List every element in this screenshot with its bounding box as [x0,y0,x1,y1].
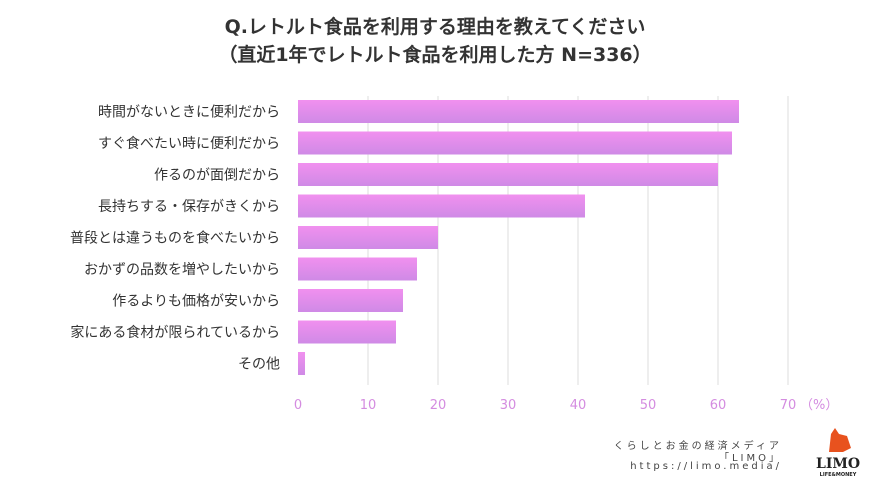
category-label: 作るよりも価格が安いから [112,294,280,310]
fox-icon [829,428,851,452]
category-label: 家にある食材が限られているから [70,324,280,341]
brand-tagline: くらしとお金の経済メディア [613,441,782,452]
category-label: 時間がないときに便利だから [98,105,280,121]
category-label: 普段とは違うものを食べたいから [70,230,280,247]
x-unit-label: （%） [800,398,838,413]
logo-subtext: LIFE&MONEY [819,472,857,478]
chart-title: Q.レトルト食品を利用する理由を教えてください [224,16,646,38]
brand-name: 「LIMO」 [718,453,782,464]
bar [298,352,305,375]
x-tick-label: 30 [500,398,517,413]
bar [298,131,732,155]
bar [298,226,438,249]
chart-subtitle: （直近1年でレトルト食品を利用した方 N=336） [218,44,652,66]
category-label: その他 [238,357,280,373]
logo-text: LIMO [816,456,861,472]
x-tick-label: 60 [710,398,727,413]
bar [298,289,403,312]
bar [298,194,585,218]
x-tick-label: 20 [430,398,447,413]
x-tick-label: 10 [360,398,377,413]
x-tick-label: 50 [640,398,657,413]
x-tick-label: 40 [570,398,587,413]
bar [298,163,718,186]
limo-logo: LIMO LIFE&MONEY [816,428,860,478]
x-tick-label: 0 [294,398,302,413]
bar [298,320,396,344]
bar [298,257,417,281]
category-label: すぐ食べたい時に便利だから [98,135,280,152]
bar [298,100,739,123]
category-label: 長持ちする・保存がきくから [98,199,280,215]
x-tick-label: 70 [780,398,797,413]
category-label: おかずの品数を増やしたいから [84,262,280,278]
category-label: 作るのが面倒だから [154,168,280,184]
brand-url[interactable]: https://limo.media/ [630,461,782,472]
